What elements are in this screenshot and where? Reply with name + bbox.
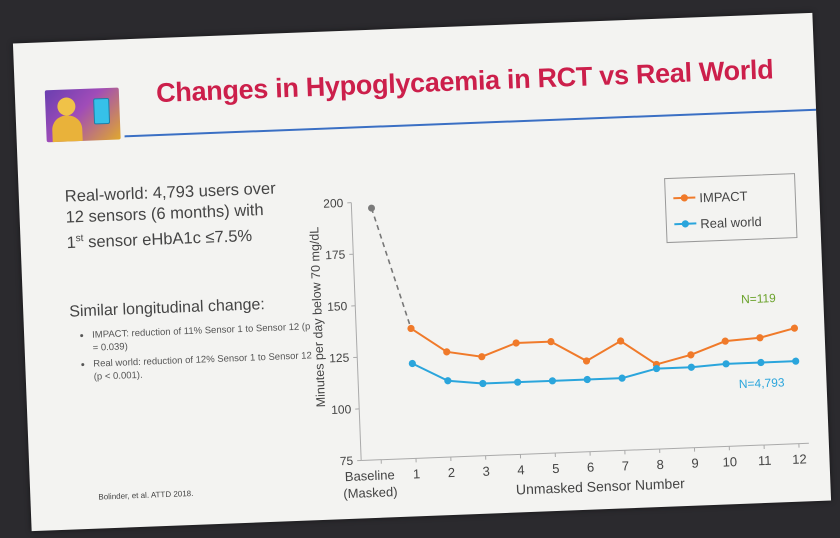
real-world-description: Real-world: 4,793 users over 12 sensors … bbox=[64, 177, 316, 254]
data-point-impact bbox=[512, 339, 520, 347]
y-tick-label: 150 bbox=[327, 299, 348, 314]
legend-label: IMPACT bbox=[699, 188, 748, 205]
sample-size-annotation: N=119 bbox=[741, 291, 777, 306]
series-line-impact bbox=[410, 327, 795, 366]
x-tick-label: 8 bbox=[656, 457, 664, 472]
data-point-impact bbox=[547, 338, 555, 346]
x-tick-label: 11 bbox=[758, 453, 772, 469]
logo-person-body bbox=[51, 114, 83, 143]
data-point-impact bbox=[721, 337, 729, 345]
legend-swatch-marker bbox=[681, 220, 689, 228]
y-axis-line bbox=[350, 202, 362, 461]
logo-phone bbox=[93, 97, 111, 125]
y-tick-label: 125 bbox=[329, 351, 350, 366]
bullet-real-world: Real world: reduction of 12% Sensor 1 to… bbox=[93, 349, 314, 383]
slide-title: Changes in Hypoglycaemia in RCT vs Real … bbox=[155, 54, 774, 109]
x-tick-label: 10 bbox=[722, 454, 737, 470]
similar-heading: Similar longitudinal change: bbox=[68, 296, 266, 321]
chart-series: N=119 N=4,793 bbox=[368, 204, 800, 391]
data-point-real-world bbox=[514, 378, 522, 386]
data-point-impact bbox=[478, 353, 486, 361]
baseline-dashed-connector bbox=[370, 207, 412, 329]
y-axis-label: Minutes per day below 70 mg/dL bbox=[307, 226, 328, 407]
legend-swatch-marker bbox=[680, 194, 688, 202]
bullet-list: IMPACT: reduction of 11% Sensor 1 to Sen… bbox=[78, 320, 314, 387]
data-point-impact bbox=[790, 324, 799, 332]
data-point-impact bbox=[407, 324, 415, 333]
y-tick-label: 200 bbox=[323, 196, 344, 211]
slide: Changes in Hypoglycaemia in RCT vs Real … bbox=[12, 12, 832, 532]
real-world-ordinal-suffix: st bbox=[75, 232, 84, 245]
x-tick-label: 12 bbox=[792, 451, 807, 467]
chart-legend: IMPACT Real world bbox=[664, 173, 798, 244]
title-underline bbox=[124, 108, 817, 138]
data-point-real-world bbox=[618, 374, 626, 382]
data-point-real-world bbox=[652, 364, 661, 373]
data-point-real-world bbox=[408, 359, 416, 368]
data-point-real-world bbox=[722, 360, 730, 368]
data-point-real-world bbox=[583, 375, 591, 384]
baseline-point bbox=[368, 204, 376, 212]
data-point-real-world bbox=[479, 379, 487, 388]
data-point-impact bbox=[617, 337, 625, 345]
data-point-real-world bbox=[444, 377, 452, 385]
citation: Bolinder, et al. ATTD 2018. bbox=[98, 488, 194, 502]
x-tick-label: 5 bbox=[552, 461, 560, 476]
real-world-line-3-text: sensor eHbA1c ≤7.5% bbox=[87, 227, 253, 252]
data-point-impact bbox=[687, 351, 695, 359]
x-tick-label: 4 bbox=[517, 462, 525, 477]
x-tick-label: 7 bbox=[622, 458, 630, 473]
x-tick-label: 1 bbox=[413, 466, 421, 481]
data-point-impact bbox=[443, 348, 451, 356]
x-tick-label: Baseline bbox=[345, 467, 395, 484]
x-baseline-sublabel: (Masked) bbox=[343, 484, 398, 501]
data-point-real-world bbox=[548, 377, 557, 385]
x-tick-label: 3 bbox=[482, 464, 490, 479]
x-axis-label: Unmasked Sensor Number bbox=[516, 475, 686, 497]
x-tick-label: 9 bbox=[691, 456, 699, 471]
data-point-impact bbox=[582, 357, 591, 365]
sample-size-annotation: N=4,793 bbox=[739, 375, 786, 391]
data-point-real-world bbox=[687, 363, 695, 371]
logo-person-head bbox=[57, 97, 76, 116]
x-tick-label: 6 bbox=[587, 460, 595, 475]
legend-label: Real world bbox=[700, 214, 762, 231]
legend-box bbox=[664, 173, 798, 244]
person-with-phone-logo-icon bbox=[44, 87, 121, 143]
y-tick-label: 75 bbox=[340, 454, 354, 469]
y-tick-label: 100 bbox=[331, 402, 352, 417]
data-point-real-world bbox=[757, 358, 765, 367]
series-line-real-world bbox=[411, 360, 796, 385]
data-point-real-world bbox=[792, 357, 800, 365]
y-tick-label: 175 bbox=[325, 248, 346, 263]
x-tick-label: 2 bbox=[447, 465, 455, 480]
data-point-impact bbox=[756, 334, 764, 342]
x-axis-line bbox=[361, 442, 809, 461]
